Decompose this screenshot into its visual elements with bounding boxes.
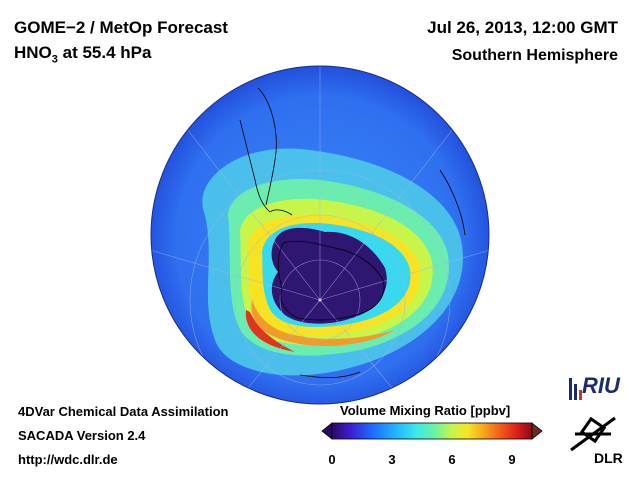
colorbar-tick-6: 6 [448,452,456,467]
colorbar [321,422,543,440]
colorbar-gradient [331,422,533,440]
species-subscript: 3 [51,53,58,66]
globe-field [151,66,489,404]
australia-nz-coast [299,371,361,379]
africa-coast [439,169,466,236]
footer-version: SACADA Version 2.4 [18,428,146,443]
riu-logo-text: RIU [582,373,620,398]
footer-method: 4DVar Chemical Data Assimilation [18,404,229,419]
map-title: GOME−2 / MetOp Forecast [14,18,228,37]
globe-outline [150,65,490,405]
antarctica-outline [277,240,385,321]
colorbar-tick-9: 9 [508,452,516,467]
map-date: Jul 26, 2013, 12:00 GMT [427,18,618,37]
south-pole-marker [318,298,322,302]
colorbar-tick-3: 3 [388,452,396,467]
dlr-logo-text: DLR [594,450,623,466]
dlr-logo-icon [570,416,616,452]
riu-logo-icon [569,378,582,400]
colorbar-min-arrow [321,422,333,440]
colorbar-max-arrow [531,422,543,440]
drake-passage-coast [269,209,293,216]
south-america-coast [239,119,271,213]
vortex-core [271,227,387,324]
colorbar-tick-0: 0 [328,452,336,467]
footer-url[interactable]: http://wdc.dlr.de [18,452,118,467]
map-region: Southern Hemisphere [451,47,618,64]
orange-arc [251,300,395,347]
pressure-level: at 55.4 hPa [57,43,152,62]
south-america-east-coast [257,87,277,206]
coastlines [239,87,466,379]
red-arc [245,310,295,352]
colorbar-title: Volume Mixing Ratio [ppbv] [340,403,511,418]
map-subtitle-species: HNO3 at 55.4 hPa [14,43,151,65]
species-name: HNO [14,43,52,62]
